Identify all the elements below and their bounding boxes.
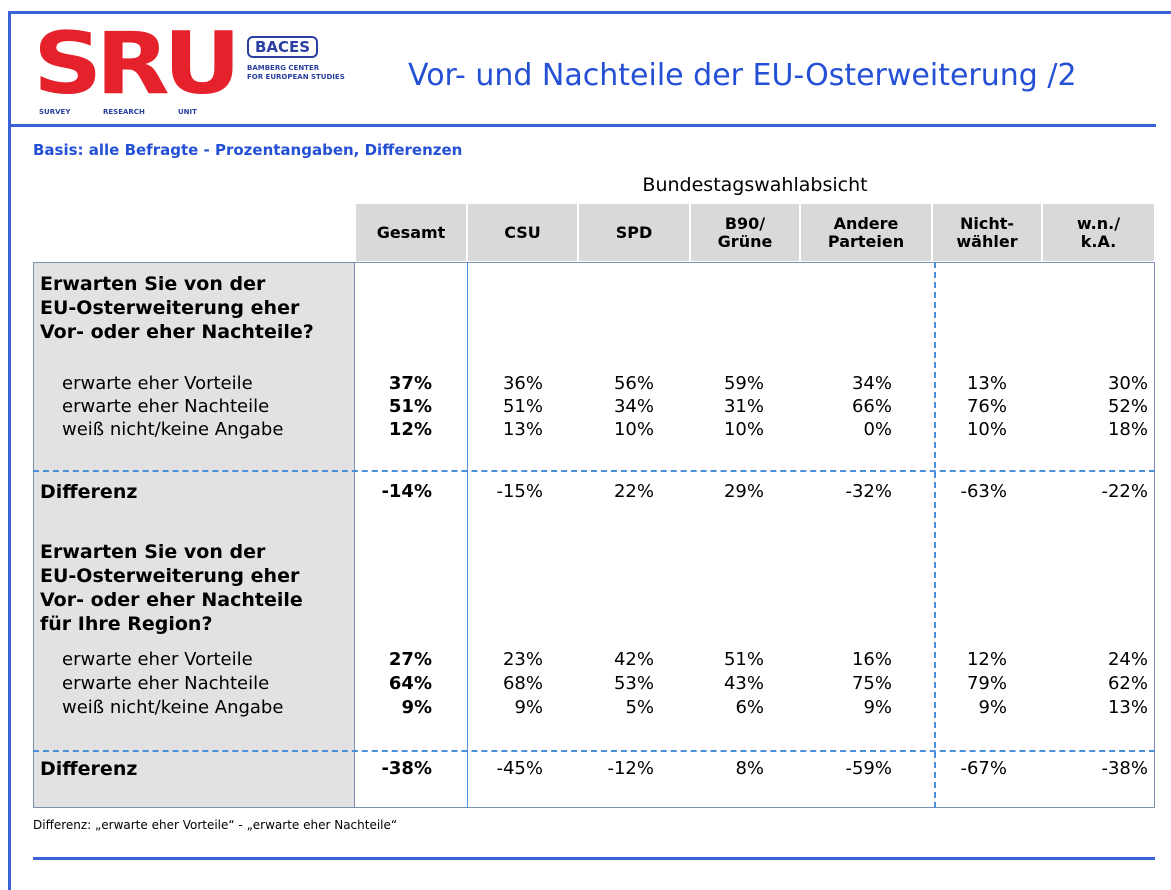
cell: 8% [735, 758, 764, 779]
row-label: erwarte eher Nachteile [62, 396, 270, 417]
cell: -38% [381, 758, 432, 779]
question: Erwarten Sie von der EU-Osterweiterung e… [40, 273, 314, 343]
logo-unit-3: UNIT [178, 108, 197, 116]
row-label: erwarte eher Vorteile [62, 649, 253, 670]
logo-unit-1: SURVEY [39, 108, 71, 116]
column-header: Nicht- wähler [933, 204, 1041, 261]
cell: 10% [613, 419, 654, 440]
cell: 52% [1107, 396, 1148, 417]
cell: 31% [723, 396, 764, 417]
cell: 10% [723, 419, 764, 440]
solid-divider [467, 262, 468, 808]
cell: 42% [613, 649, 654, 670]
cell: 0% [863, 419, 892, 440]
cell: 9% [978, 697, 1007, 718]
dashed-divider [934, 262, 936, 808]
cell: 51% [723, 649, 764, 670]
cell: 51% [388, 396, 432, 417]
cell: 51% [502, 396, 543, 417]
cell: -15% [496, 481, 543, 502]
cell: 12% [966, 649, 1007, 670]
cell: 68% [502, 673, 543, 694]
dashed-rule [33, 470, 1155, 472]
cell: 64% [388, 673, 432, 694]
logo-unit-2: RESEARCH [103, 108, 145, 116]
cell: 9% [401, 697, 432, 718]
group-header: Bundestagswahlabsicht [642, 174, 868, 196]
cell: 43% [723, 673, 764, 694]
difference-label: Differenz [40, 758, 138, 780]
logo-center: BAMBERG CENTER FOR EUROPEAN STUDIES [247, 64, 345, 81]
column-header: Andere Parteien [801, 204, 931, 261]
cell: 23% [502, 649, 543, 670]
cell: 29% [723, 481, 764, 502]
cell: 59% [723, 373, 764, 394]
cell: 53% [613, 673, 654, 694]
difference-label: Differenz [40, 481, 138, 503]
frame-left [8, 11, 11, 890]
row-label: erwarte eher Vorteile [62, 373, 253, 394]
cell: 24% [1107, 649, 1148, 670]
cell: 13% [966, 373, 1007, 394]
cell: 75% [851, 673, 892, 694]
cell: 30% [1107, 373, 1148, 394]
cell: 22% [613, 481, 654, 502]
cell: 27% [388, 649, 432, 670]
frame-top [8, 11, 1171, 14]
cell: 62% [1107, 673, 1148, 694]
cell: 9% [514, 697, 543, 718]
row-label: erwarte eher Nachteile [62, 673, 270, 694]
cell: -59% [845, 758, 892, 779]
cell: 13% [1107, 697, 1148, 718]
cell: -12% [607, 758, 654, 779]
cell: -22% [1101, 481, 1148, 502]
column-header: B90/ Grüne [691, 204, 799, 261]
cell: 56% [613, 373, 654, 394]
cell: -32% [845, 481, 892, 502]
cell: -45% [496, 758, 543, 779]
cell: 6% [735, 697, 764, 718]
header-rule [11, 124, 1156, 127]
cell: 12% [388, 419, 432, 440]
cell: 16% [851, 649, 892, 670]
dashed-rule [33, 750, 1155, 752]
cell: 36% [502, 373, 543, 394]
column-header: Gesamt [356, 204, 466, 261]
table-body [354, 262, 1155, 808]
cell: 9% [863, 697, 892, 718]
cell: -14% [381, 481, 432, 502]
column-header: SPD [579, 204, 689, 261]
row-label: weiß nicht/keine Angabe [62, 419, 284, 440]
cell: 76% [966, 396, 1007, 417]
row-label: weiß nicht/keine Angabe [62, 697, 284, 718]
cell: -63% [960, 481, 1007, 502]
cell: 34% [613, 396, 654, 417]
logo-main: SRU [33, 14, 241, 114]
cell: -38% [1101, 758, 1148, 779]
title: Vor- und Nachteile der EU-Osterweiterung… [408, 58, 1077, 93]
cell: 37% [388, 373, 432, 394]
cell: 18% [1107, 419, 1148, 440]
cell: 10% [966, 419, 1007, 440]
question: Erwarten Sie von der EU-Osterweiterung e… [40, 541, 303, 635]
basis: Basis: alle Befragte - Prozentangaben, D… [33, 141, 463, 159]
logo: SRU BACES BAMBERG CENTER FOR EUROPEAN ST… [33, 14, 353, 120]
cell: 66% [851, 396, 892, 417]
cell: -67% [960, 758, 1007, 779]
footer-rule [33, 857, 1155, 860]
footnote: Differenz: „erwarte eher Vorteile“ - „er… [33, 818, 398, 832]
logo-badge: BACES [247, 36, 319, 58]
cell: 34% [851, 373, 892, 394]
column-header: w.n./ k.A. [1043, 204, 1154, 261]
cell: 13% [502, 419, 543, 440]
cell: 5% [625, 697, 654, 718]
cell: 79% [966, 673, 1007, 694]
column-header: CSU [468, 204, 577, 261]
label-column [33, 262, 355, 808]
